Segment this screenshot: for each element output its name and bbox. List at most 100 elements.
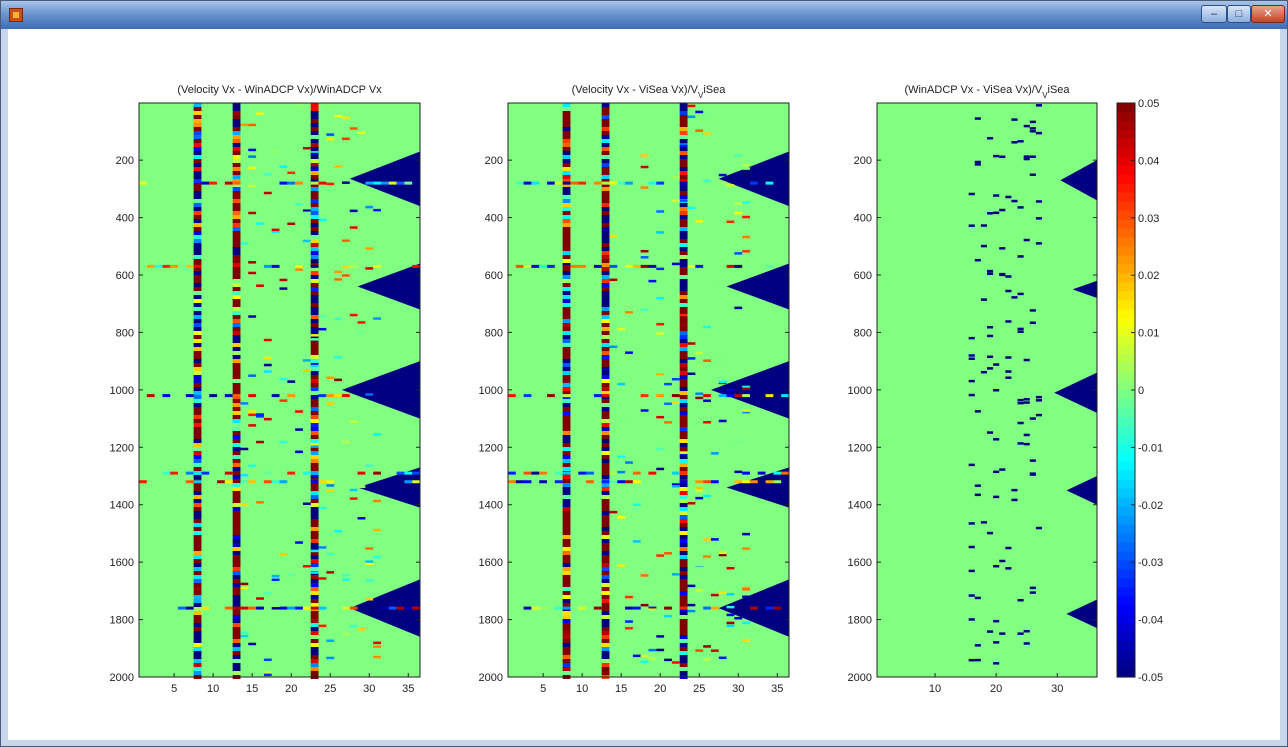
saturated-low-region [341, 361, 420, 419]
y-tick-label-200: 200 [485, 155, 503, 167]
noisy-column-13 [232, 103, 241, 679]
x-tick-label-5: 5 [540, 683, 546, 695]
noisy-row-1320 [139, 480, 420, 484]
y-tick-label-1600: 1600 [848, 557, 872, 569]
x-tick-label-15: 15 [246, 683, 258, 695]
scattered-cells [240, 104, 381, 677]
x-tick-label-25: 25 [324, 683, 336, 695]
y-tick-label-800: 800 [485, 327, 503, 339]
noisy-row-1320 [508, 480, 782, 484]
saturated-low-region [726, 467, 789, 508]
y-tick-label-800: 800 [854, 327, 872, 339]
x-tick-label-5: 5 [171, 683, 177, 695]
window-left-edge [1, 29, 8, 746]
axes-title: (Velocity Vx - WinADCP Vx)/WinADCP Vx [177, 84, 382, 96]
y-tick-label-600: 600 [116, 270, 134, 282]
window-bottom-edge [1, 740, 1287, 746]
y-tick-label-200: 200 [116, 155, 134, 167]
window-right-edge [1280, 29, 1287, 746]
y-tick-label-1000: 1000 [848, 385, 872, 397]
x-tick-label-10: 10 [929, 683, 941, 695]
saturated-low-region [1066, 599, 1097, 629]
y-tick-label-1600: 1600 [110, 557, 134, 569]
x-tick-label-30: 30 [732, 683, 744, 695]
noisy-row-570 [515, 264, 774, 268]
y-tick-label-1800: 1800 [110, 615, 134, 627]
y-tick-label-600: 600 [485, 270, 503, 282]
window-titlebar[interactable]: – □ ✕ [1, 1, 1287, 29]
minimize-button[interactable]: – [1201, 5, 1227, 23]
close-button[interactable]: ✕ [1251, 5, 1285, 23]
saturated-low-region [1054, 372, 1097, 413]
saturated-low-region [357, 467, 420, 508]
noisy-row-1020 [508, 394, 789, 398]
axes-title: (WinADCP Vx - ViSea Vx)/VViSea [904, 84, 1070, 100]
y-tick-label-400: 400 [485, 213, 503, 225]
colorbar: 0.05 0.04 0.03 0.02 0.01 0 -0.01 -0.02 -0.03 -0.0… [1116, 98, 1163, 684]
y-tick-label-1200: 1200 [479, 442, 503, 454]
x-tick-label-30: 30 [363, 683, 375, 695]
colorbar-tick-label: 0.04 [1138, 155, 1159, 167]
scattered-cells [968, 104, 1042, 665]
x-tick-label-25: 25 [693, 683, 705, 695]
x-tick-label-10: 10 [576, 683, 588, 695]
x-tick-label-20: 20 [285, 683, 297, 695]
x-tick-label-35: 35 [402, 683, 414, 695]
scattered-cells [609, 104, 750, 668]
y-tick-label-1400: 1400 [479, 500, 503, 512]
x-tick-label-20: 20 [654, 683, 666, 695]
colorbar-tick-label: -0.03 [1138, 557, 1163, 569]
x-tick-label-35: 35 [771, 683, 783, 695]
colorbar-tick-label: 0.03 [1138, 213, 1159, 225]
heatmap-axes-2: 200 400 600 800 1000 1200 1400 1600 1800 2000 5 10 1… [479, 84, 790, 695]
noisy-row-280 [515, 181, 782, 185]
saturated-low-region [1060, 160, 1097, 201]
colorbar-tick-label: 0.02 [1138, 270, 1159, 282]
saturated-low-region [1066, 475, 1097, 505]
colorbar-tick-label: -0.02 [1138, 500, 1163, 512]
x-tick-label-15: 15 [615, 683, 627, 695]
y-tick-label-2000: 2000 [479, 672, 503, 684]
y-tick-label-2000: 2000 [110, 672, 134, 684]
y-tick-label-800: 800 [116, 327, 134, 339]
y-tick-label-400: 400 [854, 213, 872, 225]
x-tick-label-10: 10 [207, 683, 219, 695]
heatmap-axes-3: 200 400 600 800 1000 1200 1400 1600 1800 2000 10 20… [848, 84, 1098, 695]
x-tick-label-20: 20 [990, 683, 1002, 695]
noisy-row-570 [146, 264, 420, 268]
saturated-low-region [357, 263, 420, 310]
colorbar-tick-label: 0.01 [1138, 328, 1159, 340]
maximize-button[interactable]: □ [1227, 5, 1251, 23]
axes-title: (Velocity Vx - ViSea Vx)/VViSea [572, 84, 727, 100]
saturated-low-region [726, 263, 789, 310]
y-tick-label-600: 600 [854, 270, 872, 282]
saturated-low-region [1072, 280, 1097, 298]
y-tick-label-1000: 1000 [479, 385, 503, 397]
colorbar-tick-label: -0.05 [1138, 672, 1163, 684]
y-tick-label-400: 400 [116, 213, 134, 225]
noisy-column-8 [193, 103, 202, 679]
y-tick-label-1600: 1600 [479, 557, 503, 569]
matlab-app-icon[interactable] [9, 8, 23, 22]
noisy-row-1290 [162, 471, 420, 475]
y-tick-label-1800: 1800 [848, 615, 872, 627]
noisy-column-13 [601, 103, 610, 679]
y-tick-label-1400: 1400 [848, 500, 872, 512]
y-tick-label-1800: 1800 [479, 615, 503, 627]
heatmap-axes-1: 200 400 600 800 1000 1200 1400 1600 1800 2000 5 10 1… [110, 84, 421, 695]
saturated-low-region [349, 151, 420, 207]
y-tick-label-1200: 1200 [848, 442, 872, 454]
y-tick-label-200: 200 [854, 155, 872, 167]
noisy-row-280 [139, 181, 413, 185]
saturated-low-region [718, 151, 789, 207]
colorbar-tick-label: 0 [1138, 385, 1144, 397]
noisy-column-23 [310, 103, 319, 679]
colorbar-tick-label: -0.04 [1138, 615, 1163, 627]
y-tick-label-2000: 2000 [848, 672, 872, 684]
x-tick-label-30: 30 [1051, 683, 1063, 695]
noisy-row-1020 [146, 394, 420, 398]
colorbar-tick-label: -0.01 [1138, 442, 1163, 454]
noisy-row-1290 [508, 471, 789, 475]
y-tick-label-1000: 1000 [110, 385, 134, 397]
